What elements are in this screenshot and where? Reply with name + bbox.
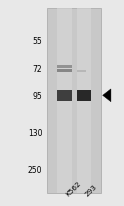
- Polygon shape: [103, 89, 111, 102]
- Text: 130: 130: [28, 128, 42, 137]
- Bar: [77, 70, 86, 73]
- Bar: [57, 90, 72, 102]
- Bar: [57, 70, 72, 73]
- Bar: [77, 9, 91, 193]
- Text: 250: 250: [28, 165, 42, 174]
- Text: 55: 55: [33, 37, 42, 46]
- Text: 293: 293: [84, 183, 98, 197]
- Bar: [57, 9, 72, 193]
- Bar: [57, 66, 72, 69]
- Text: 95: 95: [33, 91, 42, 100]
- Text: 72: 72: [33, 65, 42, 74]
- Bar: [77, 90, 91, 102]
- Bar: [47, 9, 101, 193]
- Text: K562: K562: [64, 180, 82, 197]
